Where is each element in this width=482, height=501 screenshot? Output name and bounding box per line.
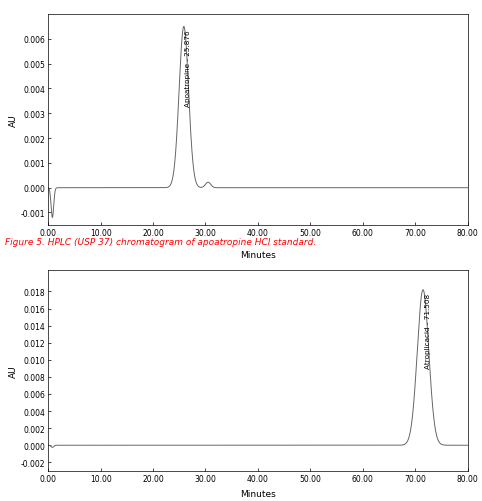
X-axis label: Minutes: Minutes (240, 250, 276, 260)
X-axis label: Minutes: Minutes (240, 489, 276, 498)
Text: Figure 5. HPLC (USP 37) chromatogram of apoatropine HCl standard.: Figure 5. HPLC (USP 37) chromatogram of … (5, 238, 316, 247)
Text: Atroplicacid - 71.508: Atroplicacid - 71.508 (425, 293, 430, 368)
Y-axis label: AU: AU (9, 114, 18, 127)
Y-axis label: AU: AU (9, 364, 18, 377)
Text: Apoatropine - 25.876: Apoatropine - 25.876 (186, 31, 191, 107)
